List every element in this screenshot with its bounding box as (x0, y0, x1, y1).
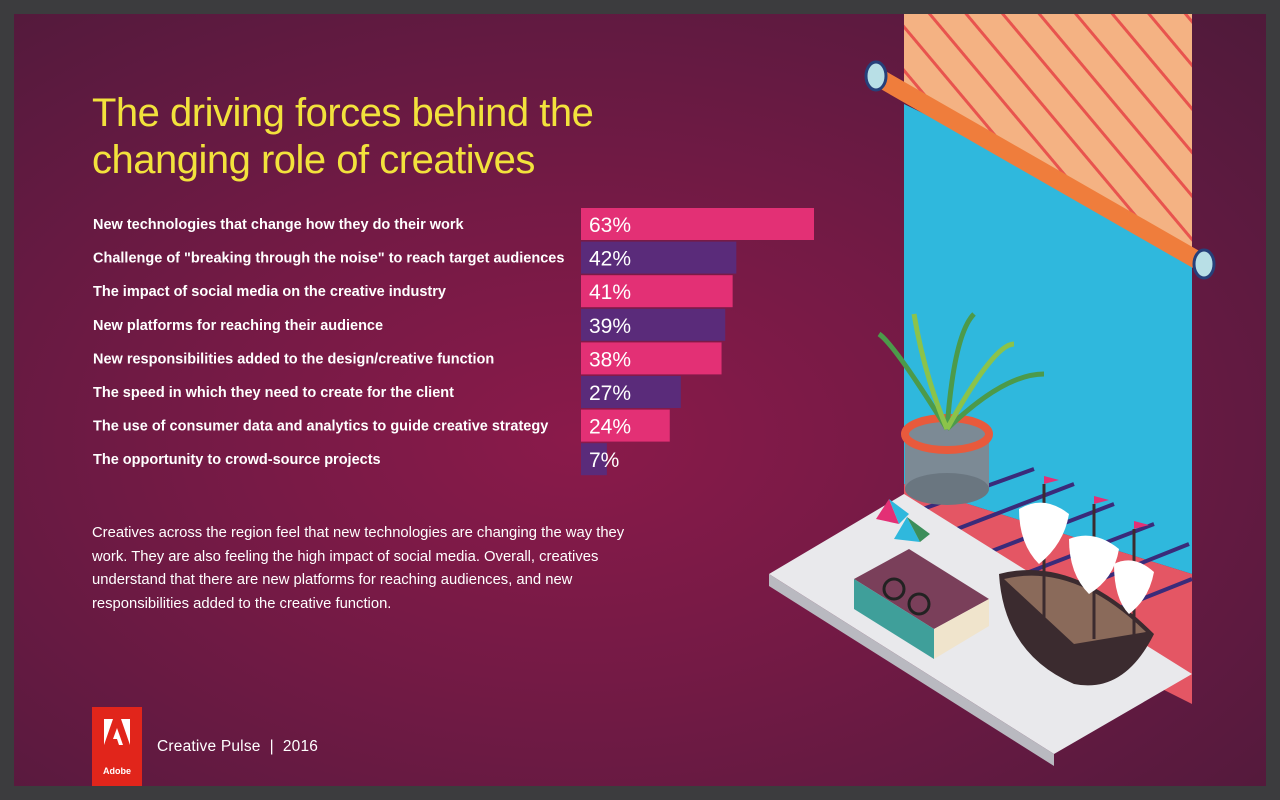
pyramid-icon (876, 499, 899, 524)
window-illustration (769, 14, 1216, 766)
ship-icon (999, 476, 1154, 686)
summary-paragraph: Creatives across the region feel that ne… (92, 525, 625, 612)
adobe-a-icon (104, 719, 130, 745)
page-title: The driving forces behind the changing r… (92, 91, 594, 182)
footer-label: Creative Pulse | 2016 (157, 738, 319, 755)
adobe-logo: Adobe (92, 707, 142, 786)
logo-wordmark: Adobe (103, 766, 131, 776)
window-blind-icon (904, 14, 1192, 258)
roller-bar-icon (867, 67, 1213, 273)
pyramid-icon (894, 517, 920, 542)
plant-pot-icon (877, 312, 1045, 505)
book-icon (854, 549, 989, 659)
infographic-page: The driving forces behind the changing r… (14, 14, 1266, 786)
